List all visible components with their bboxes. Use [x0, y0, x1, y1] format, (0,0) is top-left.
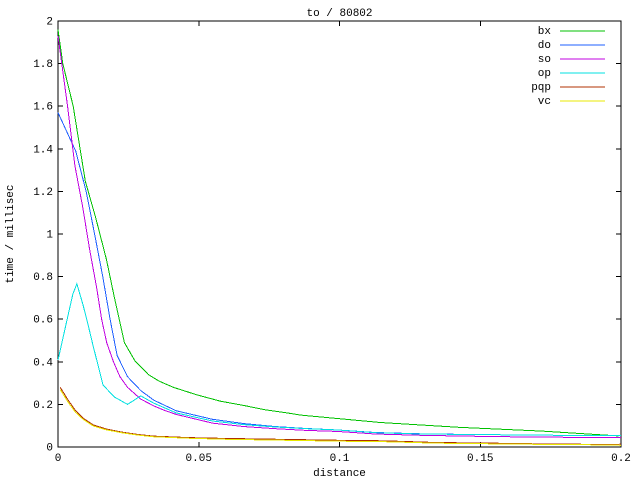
- svg-text:1.8: 1.8: [33, 59, 53, 71]
- svg-text:do: do: [538, 40, 551, 52]
- svg-text:0.4: 0.4: [33, 357, 53, 369]
- svg-text:time / millisec: time / millisec: [5, 184, 17, 283]
- svg-text:vc: vc: [538, 96, 551, 108]
- svg-text:2: 2: [46, 17, 53, 29]
- svg-text:op: op: [538, 68, 551, 80]
- svg-text:distance: distance: [313, 468, 366, 480]
- svg-text:1.2: 1.2: [33, 187, 53, 199]
- svg-text:so: so: [538, 54, 551, 66]
- svg-text:0.1: 0.1: [330, 453, 350, 465]
- svg-text:bx: bx: [538, 26, 552, 38]
- svg-text:0.05: 0.05: [186, 453, 212, 465]
- svg-text:0.8: 0.8: [33, 272, 53, 284]
- svg-text:0: 0: [46, 443, 53, 455]
- svg-text:to / 80802: to / 80802: [306, 8, 372, 20]
- svg-text:0.2: 0.2: [611, 453, 631, 465]
- svg-text:0.6: 0.6: [33, 315, 53, 327]
- svg-text:0.2: 0.2: [33, 400, 53, 412]
- svg-text:0.15: 0.15: [467, 453, 493, 465]
- svg-text:1.4: 1.4: [33, 144, 53, 156]
- svg-text:1: 1: [46, 230, 53, 242]
- svg-text:0: 0: [55, 453, 62, 465]
- svg-text:pqp: pqp: [531, 82, 551, 94]
- svg-text:1.6: 1.6: [33, 102, 53, 114]
